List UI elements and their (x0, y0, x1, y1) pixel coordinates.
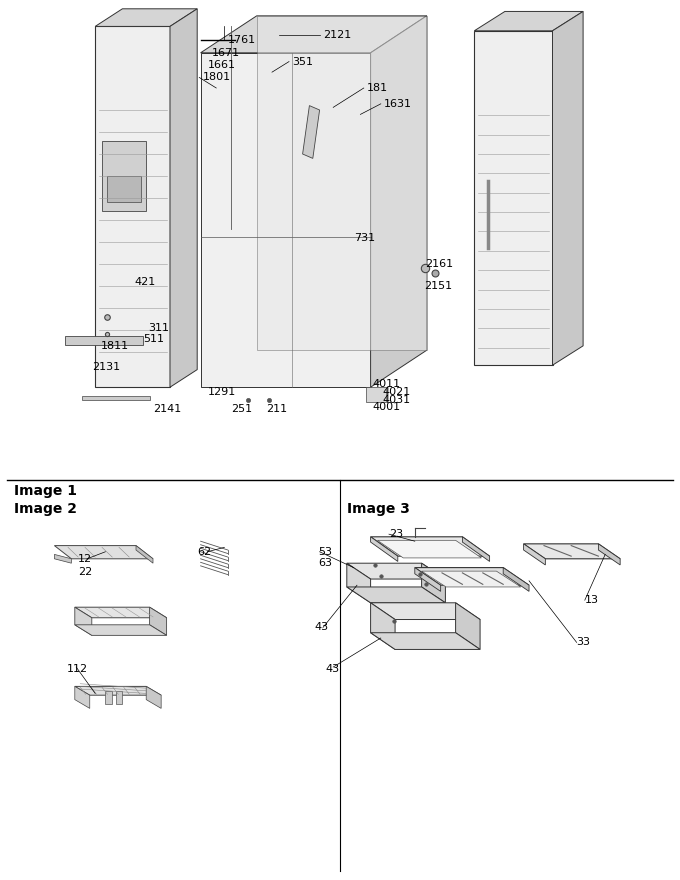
Polygon shape (146, 686, 161, 708)
Text: 4021: 4021 (382, 386, 411, 397)
Text: 351: 351 (292, 56, 313, 67)
Polygon shape (371, 603, 480, 620)
Polygon shape (116, 691, 122, 704)
Text: 4031: 4031 (382, 394, 410, 405)
Polygon shape (462, 537, 490, 561)
Polygon shape (598, 544, 620, 565)
Polygon shape (303, 106, 320, 158)
Polygon shape (54, 546, 153, 559)
Text: 1761: 1761 (228, 34, 256, 45)
Polygon shape (422, 571, 521, 587)
Polygon shape (95, 9, 197, 26)
Polygon shape (201, 53, 371, 387)
Text: Image 2: Image 2 (14, 502, 77, 516)
Polygon shape (105, 691, 112, 704)
Polygon shape (82, 396, 150, 400)
Text: 1671: 1671 (212, 48, 240, 58)
Text: 1291: 1291 (207, 386, 236, 397)
Text: 2121: 2121 (323, 30, 352, 40)
Text: 53: 53 (318, 546, 333, 557)
Polygon shape (475, 11, 583, 31)
Polygon shape (371, 603, 395, 649)
Polygon shape (75, 686, 161, 695)
Text: 23: 23 (389, 529, 403, 539)
Text: 43: 43 (314, 622, 328, 633)
Polygon shape (75, 607, 167, 618)
Text: Image 1: Image 1 (14, 484, 77, 498)
Polygon shape (503, 568, 529, 591)
Polygon shape (136, 546, 153, 563)
Text: 1661: 1661 (207, 60, 235, 70)
Text: Image 3: Image 3 (347, 502, 409, 516)
Polygon shape (257, 16, 427, 350)
Text: 43: 43 (325, 664, 339, 674)
Polygon shape (201, 16, 427, 53)
Text: 2141: 2141 (153, 404, 182, 414)
Polygon shape (347, 587, 445, 603)
Text: 211: 211 (267, 404, 288, 414)
Polygon shape (371, 16, 427, 387)
Polygon shape (371, 633, 480, 649)
Polygon shape (65, 336, 143, 345)
Polygon shape (170, 9, 197, 387)
Text: 1631: 1631 (384, 99, 412, 109)
Text: 511: 511 (143, 334, 164, 344)
Text: 22: 22 (78, 567, 92, 577)
Text: 181: 181 (367, 83, 388, 93)
Polygon shape (371, 537, 490, 556)
Text: 2161: 2161 (425, 259, 453, 269)
Polygon shape (475, 31, 552, 365)
Polygon shape (54, 554, 71, 563)
Text: 1801: 1801 (203, 72, 231, 83)
Polygon shape (524, 544, 620, 559)
Text: 2151: 2151 (424, 281, 452, 291)
Text: 251: 251 (231, 404, 252, 414)
Text: 4011: 4011 (373, 378, 401, 389)
Polygon shape (107, 176, 141, 202)
Polygon shape (422, 563, 445, 603)
Text: 4001: 4001 (373, 402, 401, 413)
Text: 62: 62 (197, 546, 211, 557)
Polygon shape (347, 563, 445, 579)
Polygon shape (377, 540, 481, 558)
Polygon shape (552, 11, 583, 365)
Polygon shape (75, 625, 167, 635)
Polygon shape (371, 537, 398, 561)
Text: 13: 13 (585, 595, 599, 605)
Text: 12: 12 (78, 554, 92, 564)
Text: 2131: 2131 (92, 362, 120, 372)
Polygon shape (524, 544, 545, 565)
Polygon shape (347, 563, 371, 603)
Polygon shape (415, 568, 441, 591)
Text: 112: 112 (67, 664, 88, 674)
Text: 731: 731 (354, 232, 375, 243)
Text: 1811: 1811 (101, 341, 129, 351)
Text: 421: 421 (135, 276, 156, 287)
Polygon shape (95, 26, 170, 387)
Polygon shape (75, 686, 90, 708)
Text: 33: 33 (577, 637, 591, 648)
Text: 63: 63 (318, 558, 333, 568)
Polygon shape (456, 603, 480, 649)
Polygon shape (102, 141, 146, 211)
Polygon shape (415, 568, 529, 585)
Polygon shape (150, 607, 167, 635)
Polygon shape (75, 607, 92, 635)
Text: 311: 311 (148, 323, 169, 334)
Polygon shape (366, 387, 386, 402)
